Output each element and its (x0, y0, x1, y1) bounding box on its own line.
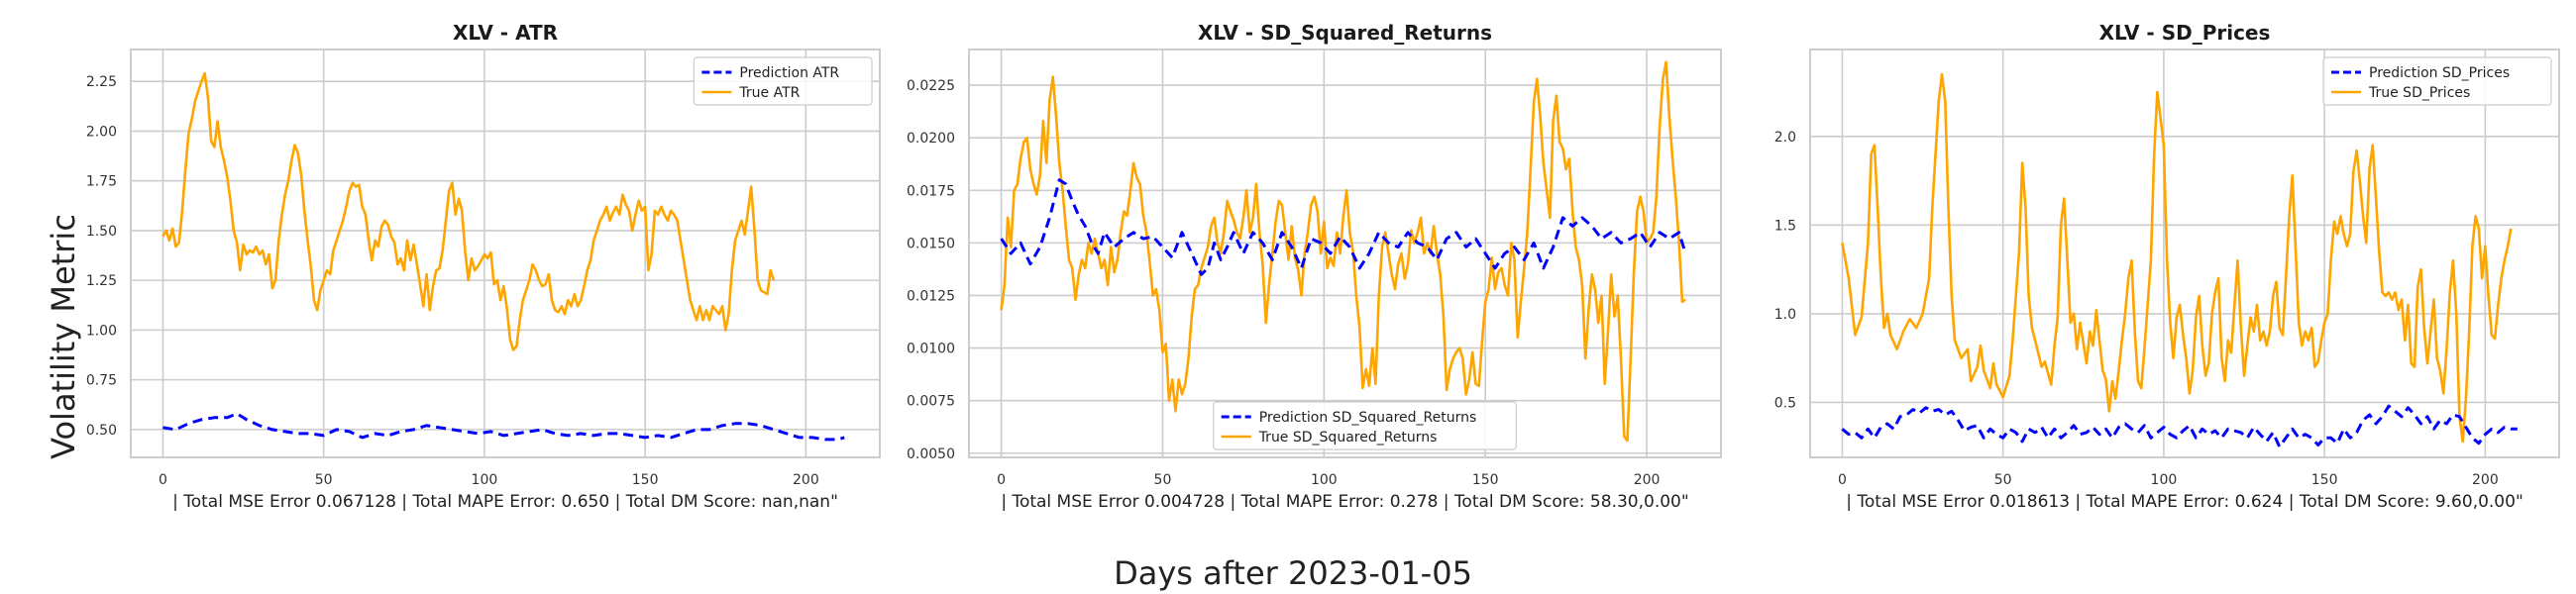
legend-box (1213, 401, 1517, 450)
y-tick-label: 0.0225 (907, 78, 955, 94)
y-tick-label: 1.0 (1774, 307, 1796, 323)
legend-true-label: True SD_Squared_Returns (1258, 430, 1438, 446)
x-tick-label: 100 (1311, 472, 1338, 488)
plot-frame (1809, 49, 2560, 458)
figure-ylabel: Volatility Metric (45, 214, 82, 459)
legend-true-label: True ATR (738, 85, 800, 101)
y-tick-label: 0.0050 (907, 446, 955, 462)
legend-prediction-label: Prediction SD_Prices (2369, 65, 2510, 81)
y-tick-label: 0.0100 (907, 342, 955, 357)
y-tick-label: 1.00 (86, 323, 117, 339)
y-tick-label: 0.0075 (907, 394, 955, 410)
plot-frame (130, 49, 881, 458)
y-tick-label: 1.25 (86, 273, 117, 289)
y-tick-label: 1.5 (1774, 218, 1796, 234)
figure-xlabel: Days after 2023-01-05 (1114, 554, 1472, 592)
x-tick-label: 0 (159, 472, 167, 488)
y-tick-label: 1.50 (86, 224, 117, 240)
x-tick-label: 100 (2151, 472, 2178, 488)
chart-title: XLV - SD_Prices (2099, 21, 2271, 45)
plot-area (1810, 50, 2559, 457)
y-tick-label: 2.25 (86, 74, 117, 90)
x-tick-label: 200 (2472, 472, 2499, 488)
x-tick-label: 0 (1838, 472, 1847, 488)
true-series-line (1841, 72, 2513, 444)
plot-area (969, 50, 1721, 457)
x-tick-label: 150 (1472, 472, 1499, 488)
x-tick-label: 200 (793, 472, 819, 488)
legend-box (2322, 56, 2552, 106)
y-tick-label: 2.00 (86, 124, 117, 140)
chart-panel-2: 0 50 100 150 200 0.0050 0.0075 0.0100 0.0125 0.01… (907, 21, 1722, 512)
prediction-series-line (162, 412, 845, 442)
legend-prediction-label: Prediction SD_Squared_Returns (1259, 410, 1477, 426)
legend-true-label: True SD_Prices (2368, 85, 2470, 101)
legend-prediction-label: Prediction ATR (739, 65, 839, 81)
chart-xlabel: | Total MSE Error 0.018613 | Total MAPE … (1846, 492, 2523, 512)
x-tick-label: 50 (1154, 472, 1172, 488)
chart-title: XLV - SD_Squared_Returns (1198, 21, 1492, 45)
chart-xlabel: | Total MSE Error 0.004728 | Total MAPE … (1001, 492, 1688, 512)
x-tick-label: 200 (1634, 472, 1661, 488)
chart-panel-3: 0 50 100 150 200 0.5 1.0 1.5 2.0 XLV - SD_Prices |… (1774, 21, 2560, 512)
x-tick-label: 150 (632, 472, 659, 488)
y-tick-label: 0.0125 (907, 288, 955, 304)
y-tick-label: 0.0200 (907, 131, 955, 147)
y-tick-label: 2.0 (1774, 130, 1796, 146)
x-tick-label: 150 (2311, 472, 2338, 488)
y-tick-label: 0.0150 (907, 236, 955, 251)
x-tick-label: 50 (1994, 472, 2012, 488)
y-tick-label: 0.50 (86, 423, 117, 439)
chart-panel-1: 0 50 100 150 200 0.50 0.75 1.00 1.25 1.50 1.75 2.00… (86, 21, 881, 512)
y-tick-label: 0.0175 (907, 183, 955, 199)
x-tick-label: 50 (315, 472, 333, 488)
plot-frame (968, 49, 1722, 458)
x-tick-label: 100 (472, 472, 498, 488)
true-series-line (161, 71, 776, 351)
chart-title: XLV - ATR (453, 21, 558, 45)
x-tick-label: 0 (997, 472, 1006, 488)
chart-xlabel: | Total MSE Error 0.067128 | Total MAPE … (172, 492, 838, 512)
true-series-line (1000, 60, 1686, 443)
y-tick-label: 1.75 (86, 174, 117, 190)
legend-box (693, 56, 873, 106)
prediction-series-line (1000, 178, 1687, 276)
y-tick-label: 0.75 (86, 373, 117, 389)
y-tick-label: 0.5 (1774, 395, 1796, 411)
